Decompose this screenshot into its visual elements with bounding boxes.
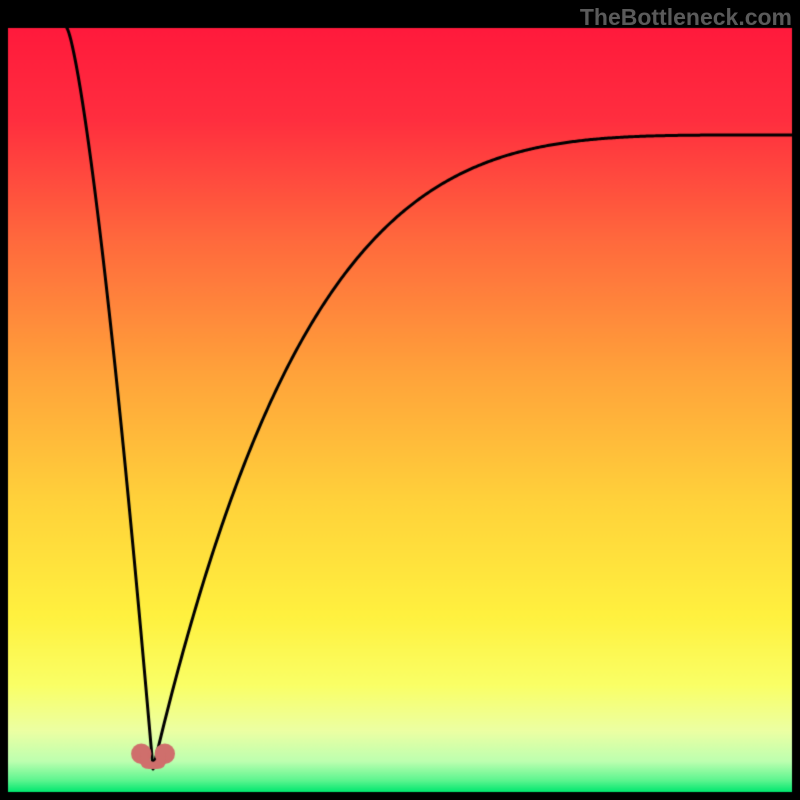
watermark-text: TheBottleneck.com <box>580 4 792 31</box>
chart-container: TheBottleneck.com <box>0 0 800 800</box>
bottleneck-chart-canvas <box>0 0 800 800</box>
